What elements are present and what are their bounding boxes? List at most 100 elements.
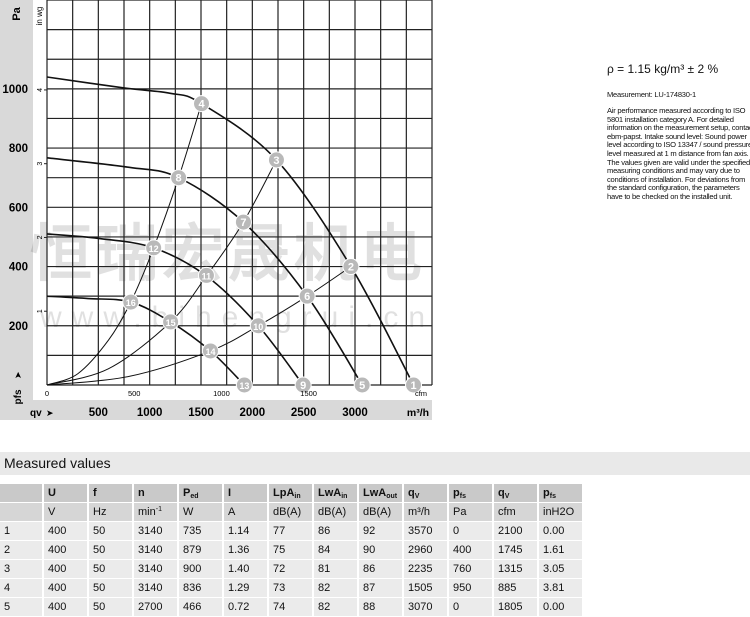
table-cell: 1315: [494, 560, 537, 578]
table-cell: min-1: [134, 503, 177, 521]
cell-text: dB(A): [363, 506, 392, 518]
operating-point-label: 14: [205, 347, 215, 357]
cell-text: P: [183, 486, 191, 499]
x2-tick-label: 1000: [213, 389, 230, 398]
operating-point-marker: [197, 266, 215, 284]
cell-text: Hz: [93, 506, 107, 518]
cell-subscript: out: [386, 492, 398, 500]
cell-text: I: [228, 487, 232, 499]
table-cell: 90: [359, 541, 402, 559]
operating-point-label: 13: [239, 381, 249, 391]
table-row: 2 400 50 3140 879 1.36 75 84 90 2960 400 1745 1.61: [0, 541, 582, 559]
operating-point-marker: [267, 151, 285, 169]
table-cell: Ped: [179, 484, 222, 502]
operating-point-marker: [162, 313, 180, 331]
table-cell: pfs: [539, 484, 582, 502]
operating-point-label: 9: [300, 380, 306, 392]
table-cell: dB(A): [269, 503, 312, 521]
table-cell: LwAout: [359, 484, 402, 502]
table-cell: inH2O: [539, 503, 582, 521]
table-row: 5 400 50 2700 466 0.72 74 82 88 3070 0 1805 0.00: [0, 598, 582, 616]
table-cell: I: [224, 484, 267, 502]
table-cell: 87: [359, 579, 402, 597]
table-cell: 3070: [404, 598, 447, 616]
table-row: 3 400 50 3140 900 1.40 72 81 86 2235 760 1315 3.05: [0, 560, 582, 578]
y-tick-label: 200: [9, 321, 28, 333]
operating-point-label: 3: [273, 155, 279, 167]
cell-subscript: fs: [549, 492, 556, 500]
y-unit-label: Pa: [11, 6, 23, 20]
table-cell: W: [179, 503, 222, 521]
table-cell: 0.00: [539, 598, 582, 616]
x2-tick-label: 0: [45, 389, 49, 398]
table-cell: 400: [44, 579, 87, 597]
table-cell: 400: [449, 541, 492, 559]
cell-subscript: V: [504, 492, 510, 500]
cell-text: m³/h: [408, 506, 430, 518]
table-cell: 86: [359, 560, 402, 578]
cell-text: LpA: [273, 486, 295, 499]
table-cell: 1.40: [224, 560, 267, 578]
table-cell: 86: [314, 522, 357, 540]
table-cell: 3140: [134, 541, 177, 559]
cell-text: W: [183, 506, 194, 518]
table-cell: 735: [179, 522, 222, 540]
operating-point-marker: [249, 317, 267, 335]
y-tick-label: 600: [9, 202, 28, 214]
table-cell: U: [44, 484, 87, 502]
table-cell: 82: [314, 598, 357, 616]
table-cell: 72: [269, 560, 312, 578]
left-axis-band: [0, 0, 33, 420]
table-cell: A: [224, 503, 267, 521]
y2-tick-label: 1: [37, 309, 44, 313]
x-tick-label: 1000: [137, 407, 163, 419]
x-tick-label: 3000: [342, 407, 368, 419]
table-cell: [0, 484, 42, 502]
cell-text: LwA: [363, 486, 387, 499]
cell-text: min: [138, 506, 156, 518]
cell-subscript: V: [414, 492, 420, 500]
cell-text: V: [48, 506, 56, 518]
cell-subscript: fs: [459, 492, 466, 500]
table-cell: 0: [449, 522, 492, 540]
table-cell: qV: [494, 484, 537, 502]
operating-point-marker: [405, 376, 423, 394]
watermark-chinese: 恒瑞宏晟机电: [30, 220, 430, 289]
cell-text: Pa: [453, 506, 467, 518]
table-row: 1 400 50 3140 735 1.14 77 86 92 3570 0 2100 0.00: [0, 522, 582, 540]
table-cell: 760: [449, 560, 492, 578]
table-cell: 88: [359, 598, 402, 616]
x2-unit-label: cfm: [415, 389, 427, 398]
operating-point-label: 8: [176, 173, 182, 185]
cell-text: A: [228, 506, 236, 518]
table-cell: 885: [494, 579, 537, 597]
y2-unit-label: in wg: [35, 7, 44, 26]
table-cell: 950: [449, 579, 492, 597]
cell-subscript: in: [294, 492, 301, 500]
table-cell: 3140: [134, 522, 177, 540]
fan-curve: [46, 76, 415, 386]
y2-tick-label: 3: [37, 162, 44, 166]
table-cell: dB(A): [359, 503, 402, 521]
operating-point-label: 4: [198, 99, 205, 111]
table-cell: 0.00: [539, 522, 582, 540]
operating-point-marker: [122, 293, 140, 311]
y-tick-label: 800: [9, 143, 28, 155]
measurement-id: Measurement: LU-174830-1: [607, 90, 697, 99]
y-axis-label: pfs: [13, 389, 24, 404]
table-cell: 400: [44, 541, 87, 559]
cell-text: U: [48, 487, 56, 499]
x-tick-label: 1500: [188, 407, 214, 419]
operating-point-marker: [170, 169, 188, 187]
operating-point-label: 10: [253, 322, 263, 332]
operating-point-marker: [145, 239, 163, 257]
table-cell: 400: [44, 522, 87, 540]
fan-curve: [46, 157, 363, 386]
table-cell: 3: [0, 560, 42, 578]
operating-point-marker: [201, 342, 219, 360]
x2-tick-label: 500: [128, 389, 141, 398]
table-cell: dB(A): [314, 503, 357, 521]
table-cell: 2100: [494, 522, 537, 540]
